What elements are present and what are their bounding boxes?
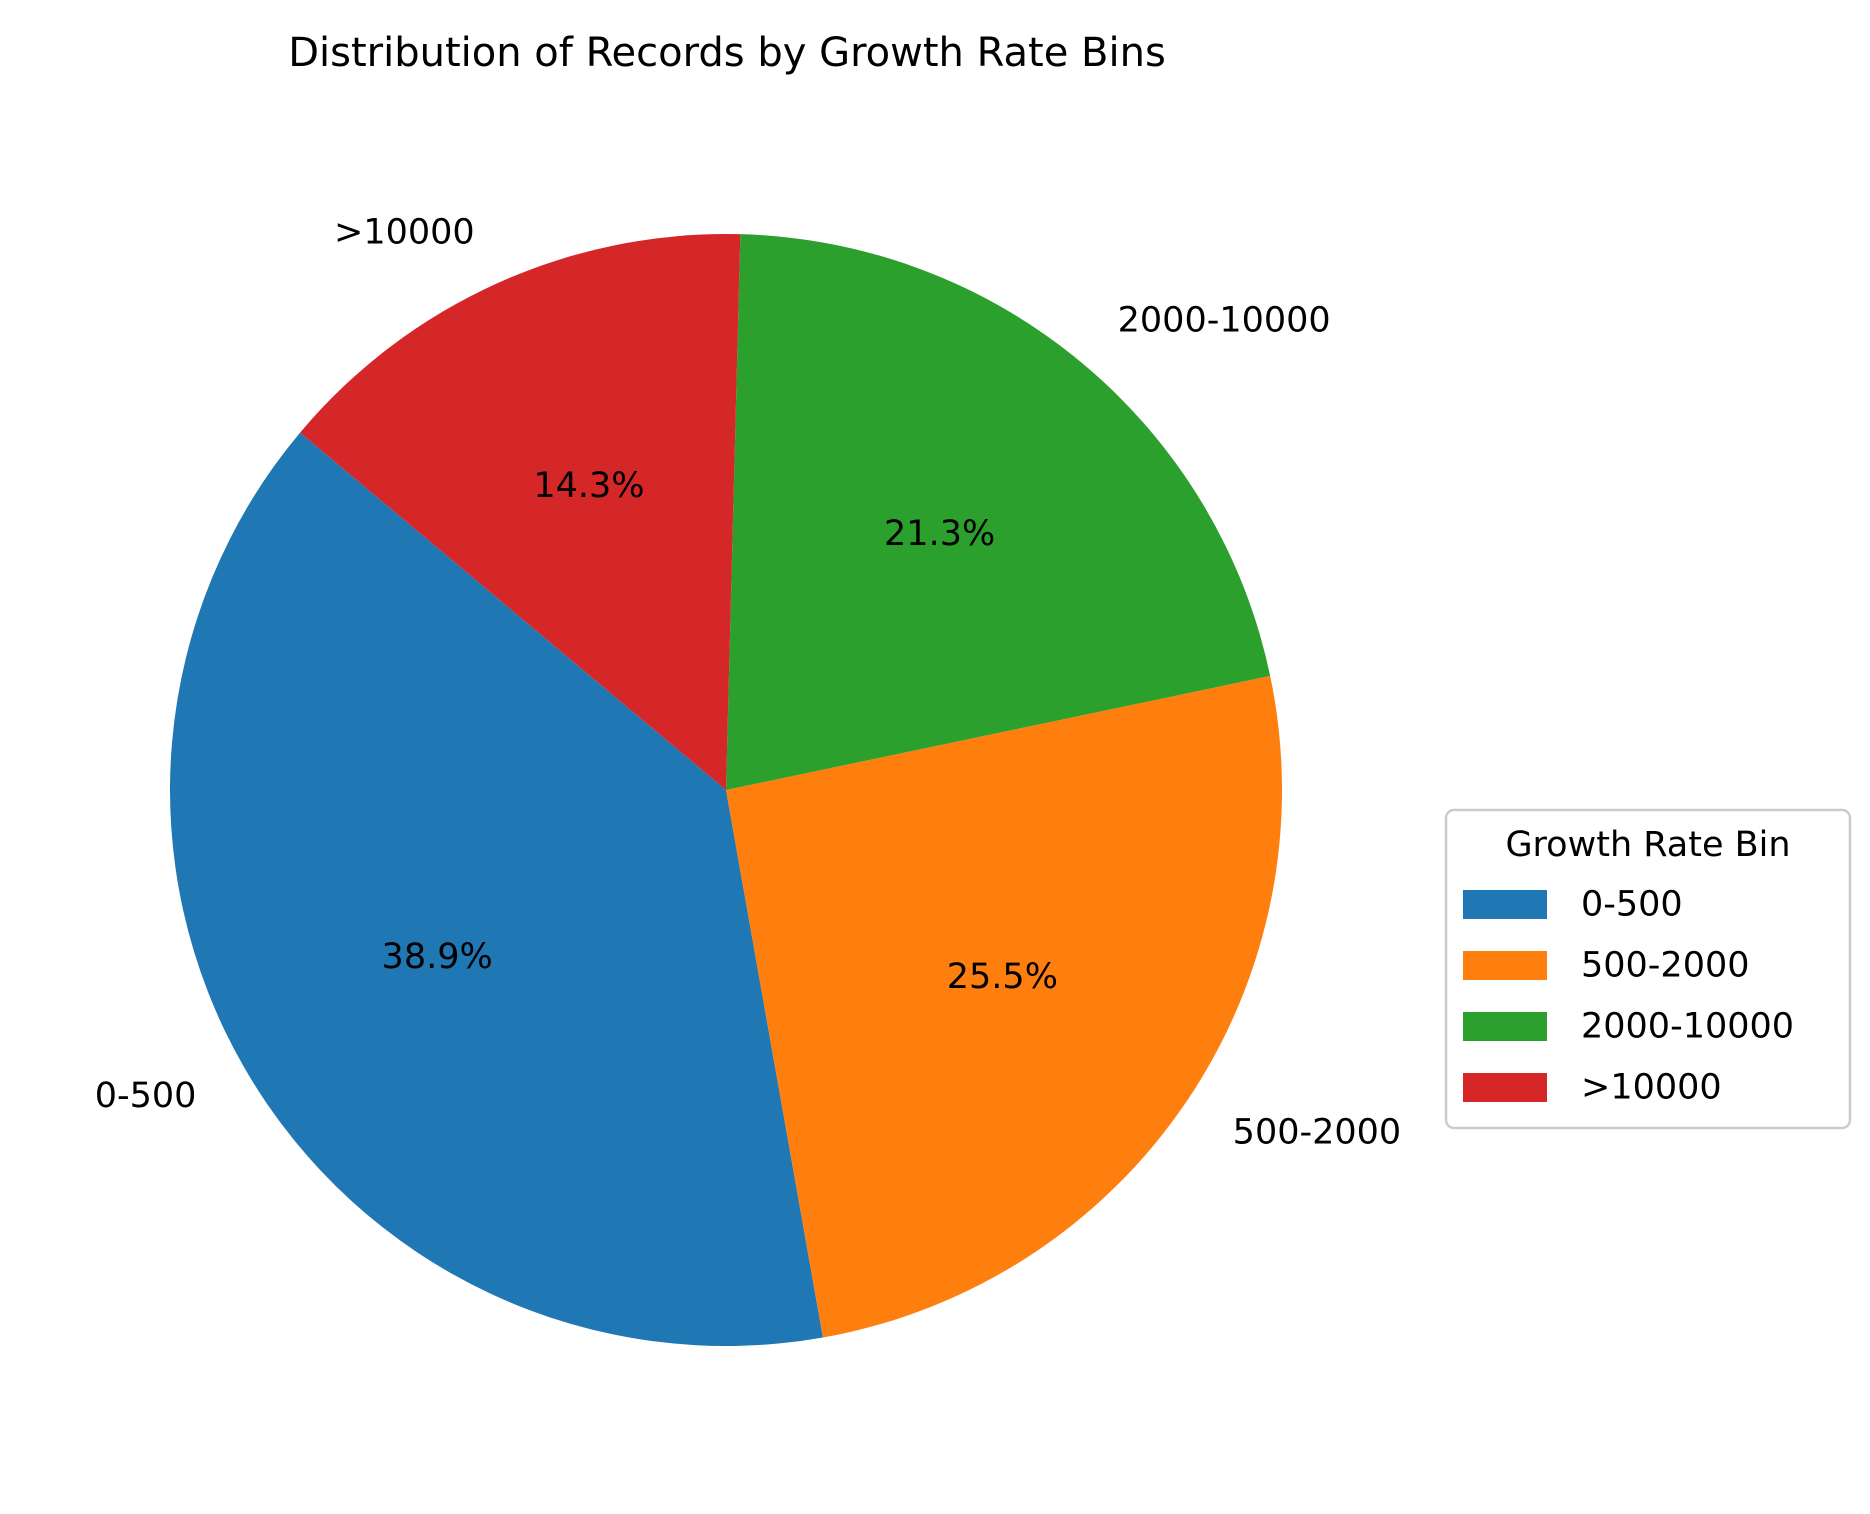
legend-label-2000-10000: 2000-10000 — [1581, 1007, 1794, 1047]
legend-swatch-0-500 — [1463, 890, 1547, 919]
slice-label-2000-10000: 2000-10000 — [1118, 300, 1331, 340]
percent-label-0-500: 38.9% — [382, 937, 493, 977]
legend-swatch-gt-10000 — [1463, 1073, 1547, 1102]
pie-slice-gt-10000 — [300, 234, 741, 790]
legend-label-0-500: 0-500 — [1581, 885, 1683, 925]
legend-label-500-2000: 500-2000 — [1581, 946, 1750, 986]
legend-entries: 0-500 500-2000 2000-10000 >10000 — [1463, 885, 1794, 1108]
slice-label-0-500: 0-500 — [95, 1076, 197, 1116]
slice-label-500-2000: 500-2000 — [1233, 1113, 1402, 1153]
slice-label-gt-10000: >10000 — [334, 212, 475, 252]
pie-slice-labels: 0-500 500-2000 2000-10000 >10000 — [95, 212, 1401, 1152]
legend-frame — [1444, 808, 1852, 1130]
percent-label-500-2000: 25.5% — [947, 957, 1058, 997]
legend: Growth Rate Bin 0-500 500-2000 2000-10000 >… — [1444, 808, 1852, 1130]
pie-slice-500-2000 — [726, 675, 1283, 1338]
chart-title: Distribution of Records by Growth Rate B… — [288, 30, 1166, 76]
pie-slices — [169, 234, 1283, 1347]
legend-swatch-500-2000 — [1463, 951, 1547, 980]
percent-label-gt-10000: 14.3% — [533, 466, 644, 506]
legend-label-gt-10000: >10000 — [1581, 1068, 1722, 1108]
pie-percent-labels: 38.9% 25.5% 21.3% 14.3% — [382, 466, 1058, 997]
legend-swatch-2000-10000 — [1463, 1012, 1547, 1041]
pie-slice-0-500 — [169, 432, 823, 1347]
legend-title: Growth Rate Bin — [1505, 825, 1790, 865]
pie-slice-2000-10000 — [726, 234, 1271, 790]
percent-label-2000-10000: 21.3% — [884, 514, 995, 554]
